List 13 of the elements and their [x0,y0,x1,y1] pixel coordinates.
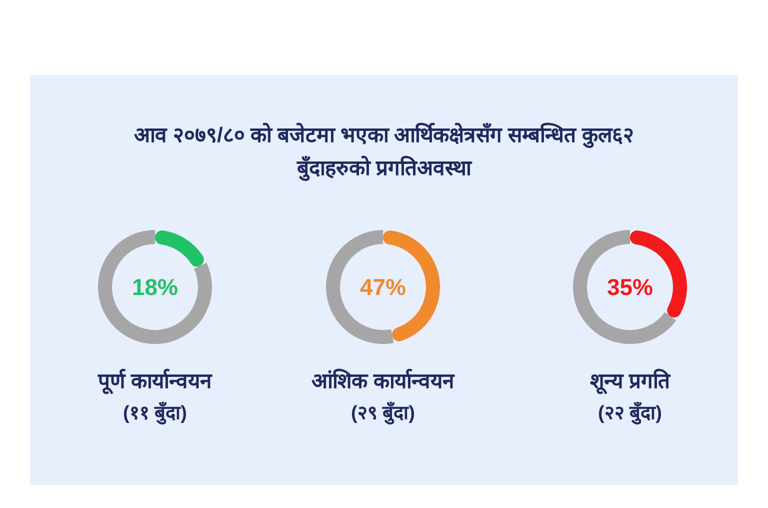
text: शून्य प्रगति [590,368,671,395]
donut-slice [98,230,212,344]
text: पूर्ण कार्यान्वयन [97,368,213,395]
text: आव २०७९/८० को बजेटमा भएका आर्थिकक्षेत्रसँग सम्बन्धित कुल६२ बुँदाहरुको प्रगतिअवस्था [134,122,634,182]
donut-slice [573,230,676,344]
data-label: 47% [360,274,406,300]
data-label: 35% [606,274,654,300]
text: आंशिक कार्यान्वयन [312,368,456,393]
text: (११ बुँदा) [123,401,187,425]
text: (२९ बुँदा) [351,401,415,425]
data-label: 18% [132,274,178,300]
donut-slice [154,230,204,267]
text: (२२ बुँदा) [598,401,662,425]
